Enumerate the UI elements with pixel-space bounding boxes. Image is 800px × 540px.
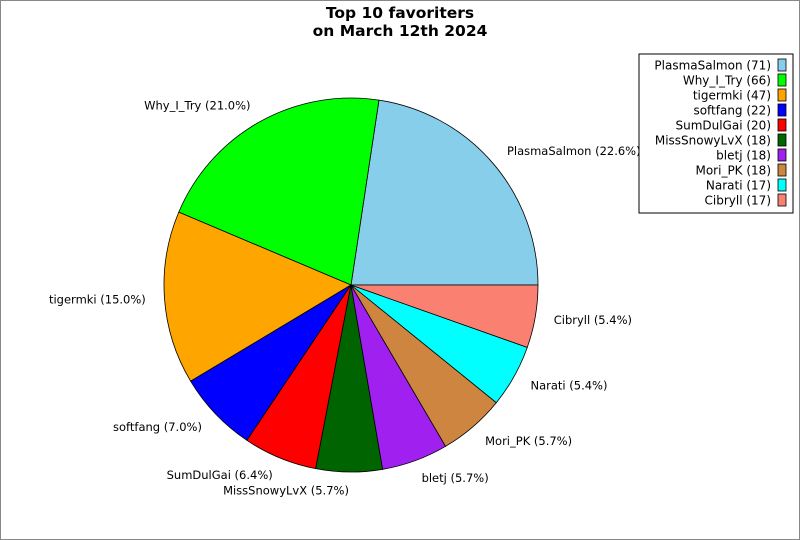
pie-slice-why-i-try [178,97,380,286]
legend-swatch [777,103,787,117]
legend-swatch [777,58,787,72]
legend-label: PlasmaSalmon (71) [654,59,771,73]
pie-slice-cibryll [350,284,539,348]
legend-swatch [777,118,787,132]
legend-label: tigermki (47) [693,89,771,103]
legend-label: bletj (18) [716,149,771,163]
legend-swatch [777,178,787,192]
legend-label: Cibryll (17) [705,194,771,208]
slice-label: Cibryll (5.4%) [554,313,632,327]
legend-swatch [777,88,787,102]
chart-title-line-1: Top 10 favoriters [326,4,474,22]
legend-label: MissSnowyLvX (18) [655,134,771,148]
slice-label: PlasmaSalmon (22.6%) [507,144,641,158]
legend-box [638,53,794,214]
legend-label: Narati (17) [706,179,771,193]
legend-label: softfang (22) [693,104,771,118]
slice-label: SumDulGai (6.4%) [167,468,273,482]
legend-label: Why_I_Try (66) [683,74,771,88]
pie-slice-plasmasalmon [350,99,539,286]
legend-swatch [777,193,787,207]
legend: PlasmaSalmon (71)Why_I_Try (66)tigermki … [638,53,794,214]
legend-swatch [777,133,787,147]
pie-slice-tigermki [163,211,352,382]
slice-label: tigermki (15.0%) [49,292,146,306]
chart-title-line-2: on March 12th 2024 [313,22,488,40]
legend-label: Mori_PK (18) [695,164,771,178]
slice-label: Narati (5.4%) [530,378,607,392]
slice-label: Mori_PK (5.7%) [485,434,572,448]
legend-label: SumDulGai (20) [675,119,771,133]
legend-swatch [777,163,787,177]
slice-label: softfang (7.0%) [113,420,202,434]
slice-label: Why_I_Try (21.0%) [144,99,250,113]
slice-label: MissSnowyLvX (5.7%) [223,484,349,498]
legend-swatch [777,73,787,87]
legend-swatch [777,148,787,162]
slice-label: bletj (5.7%) [422,471,489,485]
